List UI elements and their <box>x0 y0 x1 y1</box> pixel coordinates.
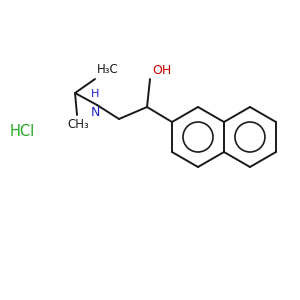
Text: OH: OH <box>152 64 171 77</box>
Text: HCl: HCl <box>9 124 34 140</box>
Text: CH₃: CH₃ <box>67 118 89 131</box>
Text: H₃C: H₃C <box>97 63 119 76</box>
Text: H: H <box>91 89 99 99</box>
Text: N: N <box>90 106 100 119</box>
